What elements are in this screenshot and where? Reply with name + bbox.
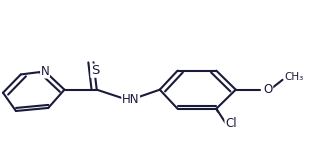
Text: Cl: Cl bbox=[225, 117, 237, 130]
Text: O: O bbox=[263, 83, 273, 96]
Text: CH₃: CH₃ bbox=[284, 72, 304, 82]
Text: HN: HN bbox=[122, 93, 140, 106]
Text: N: N bbox=[41, 65, 50, 78]
Text: S: S bbox=[91, 64, 99, 77]
